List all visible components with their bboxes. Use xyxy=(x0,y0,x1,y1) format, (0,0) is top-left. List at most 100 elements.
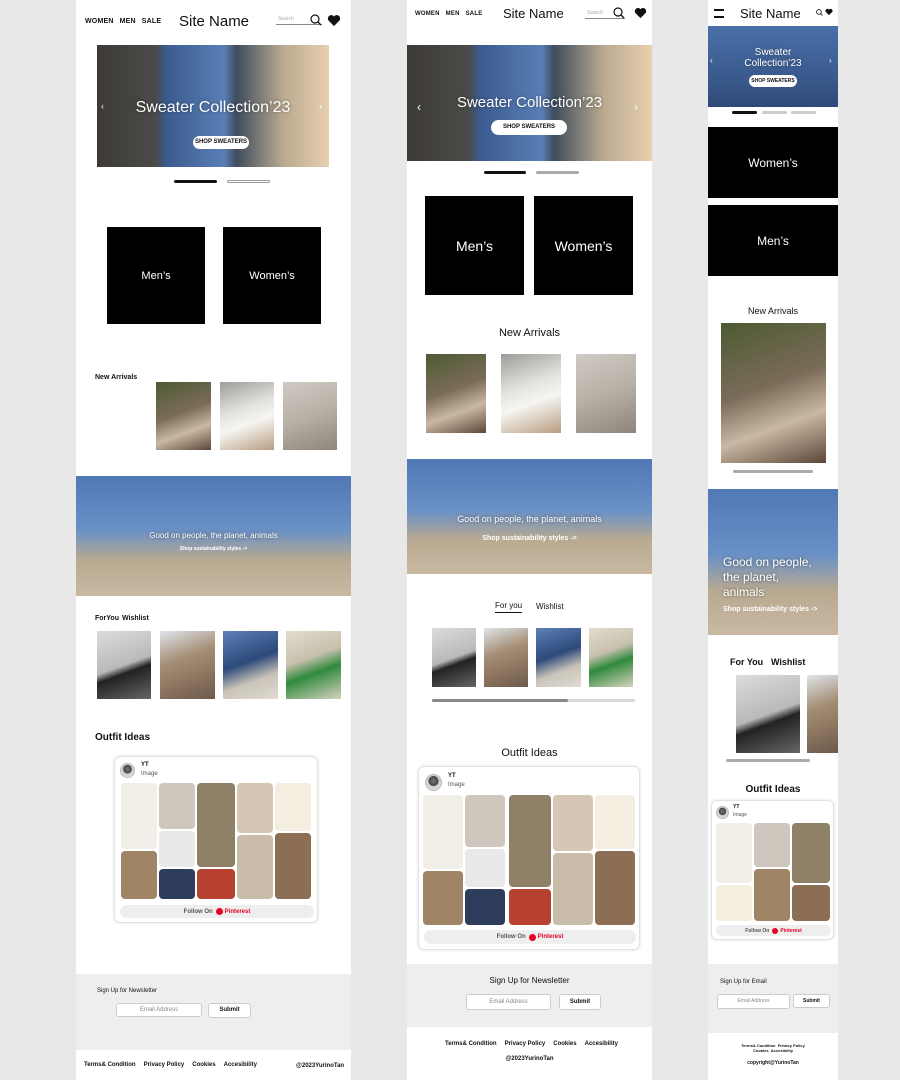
sustainability-title: Good on people, the planet, animals xyxy=(723,555,812,599)
heart-icon[interactable] xyxy=(634,7,647,19)
carousel-indicator[interactable] xyxy=(791,111,816,114)
for-you-scrollbar-thumb[interactable] xyxy=(432,699,568,702)
nav-sale[interactable]: SALE xyxy=(141,18,162,25)
cookies-link[interactable]: Cookies xyxy=(752,1048,769,1053)
site-logo[interactable]: Site Name xyxy=(179,13,250,30)
follow-label: Follow On xyxy=(183,908,213,915)
nav-women[interactable]: WOMEN xyxy=(415,11,440,17)
carousel-indicator-active[interactable] xyxy=(484,171,526,174)
chevron-left-icon[interactable]: ‹ xyxy=(710,56,713,65)
email-field[interactable]: Email Address xyxy=(116,1003,202,1017)
submit-button[interactable]: Submit xyxy=(208,1003,251,1018)
pin-type: Image xyxy=(141,771,158,777)
search-icon[interactable] xyxy=(310,14,322,26)
for-you-scrollbar[interactable] xyxy=(726,759,810,762)
follow-pinterest-button[interactable]: Follow On Pinterest xyxy=(120,905,314,918)
chevron-right-icon[interactable]: › xyxy=(634,100,638,114)
submit-button[interactable]: Submit xyxy=(793,994,830,1008)
email-field[interactable]: Email Address xyxy=(466,994,551,1010)
follow-pinterest-button[interactable]: Follow On Pinterest xyxy=(424,930,636,944)
womens-category-tile[interactable]: Women’s xyxy=(223,227,321,324)
carousel-indicator[interactable] xyxy=(762,111,787,114)
for-you-item[interactable] xyxy=(484,628,528,687)
new-arrival-item[interactable] xyxy=(501,354,561,433)
cookies-link[interactable]: Cookies xyxy=(192,1062,216,1068)
sustainability-link[interactable]: Shop sustainability styles -> xyxy=(723,606,818,613)
carousel-indicator[interactable] xyxy=(227,180,270,183)
site-logo[interactable]: Site Name xyxy=(740,6,801,21)
heart-icon[interactable] xyxy=(327,14,341,27)
pin-type: Image xyxy=(448,782,465,788)
newsletter-section: Sign Up for Email Email Address Submit xyxy=(708,964,838,1033)
tab-for-you[interactable]: ForYou xyxy=(95,615,119,622)
mens-category-tile[interactable]: Men’s xyxy=(708,205,838,276)
womens-category-tile[interactable]: Women’s xyxy=(708,127,838,198)
nav-men[interactable]: MEN xyxy=(119,18,136,25)
new-arrivals-scrollbar[interactable] xyxy=(733,470,813,473)
tab-wishlist[interactable]: Wishlist xyxy=(122,615,149,622)
tab-wishlist[interactable]: Wishlist xyxy=(771,657,806,667)
chevron-right-icon[interactable]: › xyxy=(829,56,832,65)
tab-for-you[interactable]: For you xyxy=(495,601,523,613)
new-arrival-item[interactable] xyxy=(283,382,337,450)
for-you-item[interactable] xyxy=(736,675,800,753)
chevron-left-icon[interactable]: ‹ xyxy=(417,100,421,114)
new-arrival-item[interactable] xyxy=(220,382,274,450)
heart-icon[interactable] xyxy=(825,8,833,16)
shop-sweaters-button[interactable]: SHOP SWEATERS xyxy=(491,120,567,135)
email-field[interactable]: Email Address xyxy=(717,994,790,1009)
new-arrival-item[interactable] xyxy=(156,382,211,450)
sustainability-link[interactable]: Shop sustainability styles -> xyxy=(179,546,248,552)
search-input[interactable]: Search xyxy=(585,10,625,19)
follow-pinterest-button[interactable]: Follow On Pinterest xyxy=(716,925,831,936)
terms-link[interactable]: Terms& Condition xyxy=(741,1043,776,1048)
chevron-right-icon[interactable]: › xyxy=(319,101,322,111)
for-you-item[interactable] xyxy=(807,675,838,753)
site-logo[interactable]: Site Name xyxy=(503,6,564,21)
accessibility-link[interactable]: Accesibility xyxy=(223,1062,257,1068)
shop-sweaters-button[interactable]: SHOP SWEATERS xyxy=(749,75,797,87)
for-you-item[interactable] xyxy=(589,628,633,687)
outfit-collage[interactable] xyxy=(121,783,313,903)
privacy-link[interactable]: Privacy Policy xyxy=(143,1062,185,1068)
outfit-collage[interactable] xyxy=(423,795,637,925)
chevron-left-icon[interactable]: ‹ xyxy=(101,101,104,111)
terms-link[interactable]: Terms& Condition xyxy=(84,1062,136,1068)
mobile-frame: Site Name Sweater Collection’23 SHOP SWE… xyxy=(708,0,838,1080)
nav-men[interactable]: MEN xyxy=(445,11,460,17)
carousel-indicator[interactable] xyxy=(536,171,579,174)
cookies-link[interactable]: Cookies xyxy=(553,1041,577,1047)
privacy-link[interactable]: Privacy Policy xyxy=(504,1041,546,1047)
tab-for-you[interactable]: For You xyxy=(730,657,764,667)
search-input[interactable]: Search xyxy=(276,16,322,25)
privacy-link[interactable]: Privacy Policy xyxy=(777,1043,805,1048)
accessibility-link[interactable]: Accesibility xyxy=(584,1041,618,1047)
new-arrival-item[interactable] xyxy=(576,354,636,433)
nav-sale[interactable]: SALE xyxy=(465,11,483,17)
search-icon[interactable] xyxy=(816,9,823,16)
accessibility-link[interactable]: Accesibility xyxy=(770,1048,794,1053)
for-you-item[interactable] xyxy=(536,628,581,687)
new-arrival-item[interactable] xyxy=(721,323,826,463)
carousel-indicator-active[interactable] xyxy=(732,111,757,114)
submit-button[interactable]: Submit xyxy=(559,994,601,1010)
mens-category-tile[interactable]: Men’s xyxy=(107,227,205,324)
for-you-item[interactable] xyxy=(432,628,476,687)
carousel-indicator-active[interactable] xyxy=(174,180,217,183)
tab-wishlist[interactable]: Wishlist xyxy=(536,602,564,611)
sustainability-link[interactable]: Shop sustainability styles -> xyxy=(482,535,577,542)
hero-banner: Sweater Collection’23 SHOP SWEATERS ‹ › xyxy=(407,45,652,161)
shop-sweaters-button[interactable]: SHOP SWEATERS xyxy=(193,136,249,149)
outfit-collage[interactable] xyxy=(716,823,831,921)
mens-category-tile[interactable]: Men’s xyxy=(425,196,524,295)
womens-category-tile[interactable]: Women’s xyxy=(534,196,633,295)
new-arrival-item[interactable] xyxy=(426,354,486,433)
for-you-item[interactable] xyxy=(286,631,341,699)
for-you-item[interactable] xyxy=(160,631,215,699)
search-icon[interactable] xyxy=(613,7,625,19)
for-you-item[interactable] xyxy=(97,631,151,699)
terms-link[interactable]: Terms& Condition xyxy=(445,1041,497,1047)
menu-icon[interactable] xyxy=(714,9,724,18)
nav-women[interactable]: WOMEN xyxy=(85,18,114,25)
for-you-item[interactable] xyxy=(223,631,278,699)
